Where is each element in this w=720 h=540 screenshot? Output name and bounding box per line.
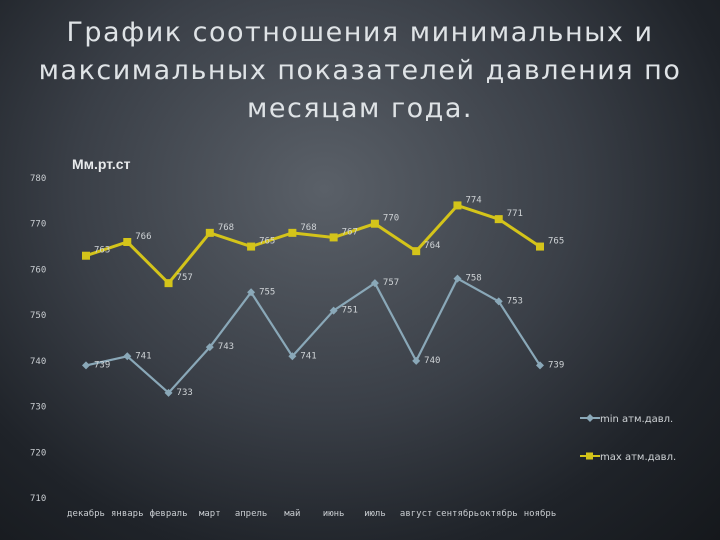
y-tick-label: 760 (30, 265, 46, 275)
data-point-max (82, 251, 90, 260)
data-label-max: 763 (94, 246, 110, 256)
y-tick-label: 780 (30, 174, 46, 184)
data-label-min: 733 (177, 388, 193, 398)
data-point-min (123, 352, 132, 361)
y-tick-label: 770 (30, 220, 46, 230)
data-point-min (288, 352, 297, 361)
data-label-max: 767 (342, 227, 358, 237)
x-tick-label: апрель (235, 509, 268, 519)
data-label-min: 740 (424, 356, 440, 366)
x-tick-label: декабрь (67, 508, 105, 519)
data-point-min (453, 274, 462, 283)
data-point-max (412, 247, 421, 256)
data-point-min (370, 279, 379, 288)
data-label-max: 765 (259, 237, 275, 247)
data-point-min (164, 388, 173, 397)
x-tick-label: июль (364, 509, 386, 519)
data-label-max: 771 (507, 209, 523, 219)
data-label-min: 741 (300, 351, 316, 361)
data-point-min (536, 361, 544, 370)
data-point-min (82, 361, 90, 370)
legend-label: min атм.давл. (600, 414, 673, 425)
chart-title: График соотношения минимальных и максима… (38, 17, 682, 124)
series-line-min (85, 277, 541, 395)
data-label-min: 739 (94, 360, 110, 370)
y-tick-label: 750 (30, 311, 46, 321)
data-label-max: 774 (465, 195, 481, 205)
data-point-max (329, 233, 338, 242)
y-axis-label: Мм.рт.ст (72, 156, 131, 172)
data-label-max: 768 (300, 223, 316, 233)
data-point-min (247, 288, 256, 297)
data-label-min: 758 (465, 274, 481, 284)
x-tick-label: март (199, 509, 221, 519)
x-tick-label: ноябрь (524, 508, 557, 519)
data-label-max: 757 (177, 273, 193, 283)
x-tick-label: сентябрь (436, 508, 479, 519)
data-point-max (536, 242, 544, 251)
y-tick-label: 720 (30, 448, 46, 458)
x-tick-label: май (284, 509, 300, 519)
data-point-max (164, 279, 173, 288)
data-point-max (370, 219, 379, 228)
data-label-min: 741 (135, 351, 151, 361)
data-label-max: 765 (548, 237, 564, 247)
x-tick-label: июнь (323, 509, 345, 519)
legend-marker (586, 414, 594, 422)
data-label-min: 743 (218, 342, 234, 352)
data-point-min (329, 306, 338, 315)
data-label-min: 751 (342, 306, 358, 316)
y-tick-label: 740 (30, 357, 46, 367)
legend-marker (586, 452, 593, 460)
x-tick-label: февраль (150, 509, 188, 519)
data-point-max (247, 242, 256, 251)
data-point-min (412, 356, 421, 365)
data-label-min: 755 (259, 287, 275, 297)
data-label-max: 768 (218, 223, 234, 233)
data-point-max (494, 215, 503, 224)
data-point-max (205, 228, 214, 237)
x-tick-label: август (400, 509, 433, 519)
data-label-max: 770 (383, 214, 399, 224)
data-label-min: 753 (507, 296, 523, 306)
data-label-min: 739 (548, 360, 564, 370)
data-point-max (288, 228, 297, 237)
data-point-max (453, 201, 462, 210)
data-label-max: 766 (135, 232, 151, 242)
data-point-max (123, 238, 132, 246)
legend-label: max атм.давл. (600, 452, 676, 463)
data-point-min (494, 297, 503, 306)
x-tick-label: январь (111, 509, 144, 519)
data-label-max: 764 (424, 241, 440, 251)
data-label-min: 757 (383, 278, 399, 288)
data-point-min (205, 343, 214, 352)
y-tick-label: 710 (30, 494, 46, 504)
y-tick-label: 730 (30, 403, 46, 413)
x-tick-label: октябрь (480, 508, 518, 519)
series-line-max (85, 203, 541, 286)
